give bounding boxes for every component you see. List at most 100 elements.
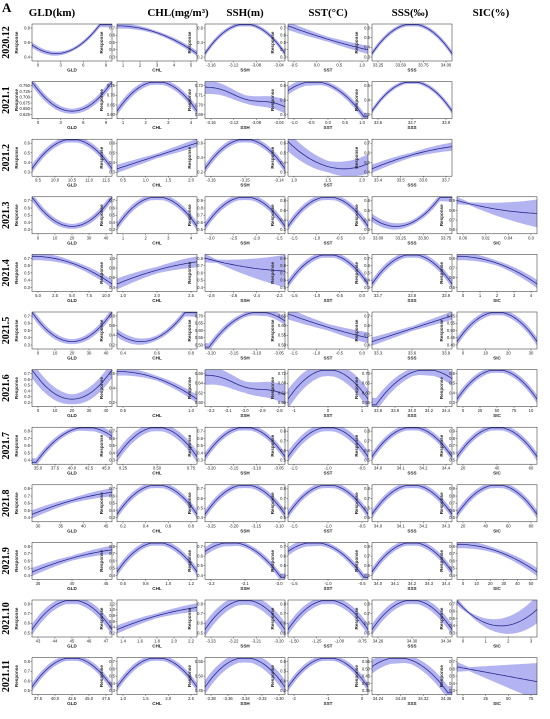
x-axis-label: GLD: [67, 356, 77, 361]
confidence-band: [457, 312, 537, 346]
panel-sic-2021-7: Response 20 40 60 SIC 0.5 0.6 0.7 0.8 0.9: [439, 426, 538, 476]
panel-sss-2021-7: Response 34.0 34.1 34.2 34.4 SSS 0.5 0.6 0.7 0.8: [354, 426, 453, 476]
column-title-sss: SSS(‰): [392, 7, 429, 19]
panel-ssh-2021-3: Response -3.0 -2.5 -2.0 -1.5 SSH 0.5 0.6 0.7 0.8 0…: [187, 196, 286, 245]
confidence-band: [372, 657, 452, 695]
y-tick-label: 0.6: [24, 621, 30, 626]
x-axis-label: SIC: [493, 471, 501, 476]
y-tick-label: 0.8: [280, 263, 286, 268]
panel-chl-2021-7: Response 0.25 0.50 0.75 CHL 0.3 0.4 0.5 0.6 0.7: [99, 426, 198, 476]
y-tick-label: 0.5: [24, 508, 30, 513]
x-tick-label: -2.5: [230, 235, 238, 240]
panel-sss-2021-8: Response 34.0 34.1 34.2 34.3 SSS 0.5 0.6 0.7 0.8: [354, 484, 453, 533]
x-tick-label: 1.0: [359, 63, 365, 68]
panel-letter: A: [2, 0, 12, 15]
row-label: 2021.9: [1, 547, 12, 575]
panel-ssh-2021-10: Response -3.23 -3.22 -3.21 -3.20 SSH 0.5 0.6 0.7…: [187, 599, 286, 649]
y-axis-label: Response: [354, 261, 359, 283]
x-tick-label: -3.32: [257, 696, 267, 701]
y-tick-label: 0.7: [109, 198, 115, 203]
x-tick-label: 0.4: [143, 523, 149, 528]
row-label: 2021.3: [1, 202, 12, 230]
x-tick-label: 10: [53, 235, 58, 240]
y-tick-label: 0.5: [109, 674, 115, 679]
x-axis-label: SSH: [240, 183, 250, 188]
response-curve: [204, 485, 286, 515]
y-tick-label: 0.3: [280, 688, 286, 693]
x-tick-label: 34.0: [374, 466, 383, 471]
x-tick-label: -3.12: [229, 63, 239, 68]
y-tick-label: 0.725: [20, 89, 31, 94]
x-tick-label: 0.0: [359, 351, 365, 356]
y-tick-label: 0.7: [364, 313, 370, 318]
panel-frame: [371, 23, 453, 62]
y-tick-label: 0.4: [449, 390, 455, 395]
x-tick-label: 33.9: [391, 408, 400, 413]
x-tick-label: 33.9: [442, 351, 451, 356]
x-tick-label: 45.0: [102, 466, 111, 471]
y-tick-label: 0.8: [197, 205, 203, 210]
panel-sst-2021-2: Response 1.0 1.5 2.0 SST 0.3 0.4 0.5 0.6: [270, 138, 369, 188]
y-tick-label: 0.5: [197, 278, 203, 283]
y-axis-label: Response: [439, 434, 444, 456]
x-tick-label: -1.0: [324, 466, 332, 471]
response-curve: [287, 542, 368, 578]
panel-sic-2021-11: Response 0 25 50 75 SIC 0.3 0.4 0.5 0.6 0.7: [439, 657, 538, 706]
y-tick-label: 0.4: [24, 573, 30, 578]
y-axis-label: Response: [99, 607, 104, 629]
x-tick-label: -0.5: [336, 235, 344, 240]
x-tick-label: -3.23: [206, 639, 216, 644]
y-tick-label: 0.7: [24, 493, 30, 498]
panel-sic-2021-10: Response 0 1 2 3 SIC 0.3 0.4 0.5 0.6 0.7: [439, 599, 538, 649]
y-tick-label: 0.8: [280, 429, 286, 434]
y-tick-label: 0.7: [24, 611, 30, 616]
y-axis-label: Response: [99, 434, 104, 456]
y-axis-label: Response: [187, 434, 192, 456]
x-axis-label: SIC: [493, 528, 501, 533]
y-tick-label: 0.9: [449, 486, 455, 491]
y-tick-label: 0.55: [195, 659, 204, 664]
response-curve: [116, 197, 198, 227]
y-tick-label: 0.50: [278, 342, 287, 347]
panel-gld-2021-4: Response 5.0 2.5 5.0 7.5 10.0 GLD 0.3 0.4 0.5 0.6 0…: [14, 254, 113, 303]
confidence-band: [205, 196, 285, 231]
panel-sss-2021-2: Response 33.4 33.5 33.6 33.7 SSS 0.4 0.5 0.6 0.7: [354, 138, 453, 188]
y-tick-label: 0.7: [197, 213, 203, 218]
x-tick-label: -3.10: [252, 466, 262, 471]
y-tick-label: 0.6: [109, 205, 115, 210]
y-tick-label: 0.6: [280, 448, 286, 453]
panel-sic-2021-6: Response 0 25 50 75 10 SIC 0.3 0.4 0.5 0.6: [439, 369, 538, 418]
y-tick-label: 0.5: [24, 630, 30, 635]
x-axis-label: GLD: [67, 644, 77, 649]
y-tick-label: 0.9: [449, 429, 455, 434]
x-tick-label: -1: [326, 696, 330, 701]
x-tick-label: 33.7: [442, 178, 451, 183]
x-tick-label: 50: [529, 581, 534, 586]
panel-ssh-2021-1: Response -3.16 -3.12 -3.08 -3.04 SSH 0.69 0.70 0…: [187, 81, 286, 130]
x-tick-label: 11.0: [85, 178, 94, 183]
panel-gld-2021-8: Response 30 35 40 45 GLD 0.4 0.5 0.6 0.7 0.8: [14, 484, 113, 533]
y-axis-label: Response: [99, 492, 104, 514]
y-tick-label: 0.6: [24, 377, 30, 382]
y-tick-label: 0.4: [280, 47, 286, 52]
confidence-band: [32, 81, 112, 114]
x-tick-label: 7.5: [86, 293, 92, 298]
y-tick-label: 0.8: [364, 486, 370, 491]
x-axis-label: SSS: [407, 644, 416, 649]
y-tick-label: 0.3: [24, 227, 30, 232]
y-tick-label: 0.675: [20, 100, 31, 105]
y-tick-label: 0.3: [24, 342, 30, 347]
x-tick-label: 34.26: [373, 639, 384, 644]
y-tick-label: 0.5: [109, 443, 115, 448]
x-tick-label: 25: [483, 696, 488, 701]
y-tick-label: 0.5: [24, 566, 30, 571]
confidence-band: [205, 254, 285, 288]
y-axis-label: Response: [354, 377, 359, 399]
x-tick-label: 40.0: [68, 466, 77, 471]
y-tick-label: 0.7: [364, 496, 370, 501]
x-tick-label: 30: [501, 581, 506, 586]
x-tick-label: -1.50: [289, 639, 299, 644]
x-axis-label: CHL: [152, 644, 162, 649]
x-tick-label: 33.6: [408, 351, 417, 356]
